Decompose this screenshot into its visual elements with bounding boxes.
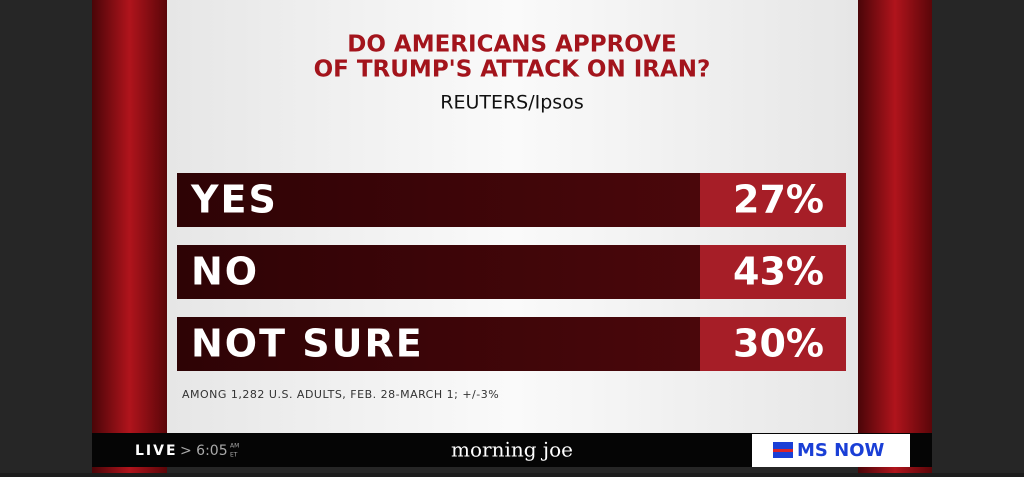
value-box	[700, 245, 846, 299]
value-box	[700, 173, 846, 227]
time-et: ET	[230, 452, 238, 459]
rows: YES 27% NO 43% NOT SURE 30%	[177, 173, 846, 371]
row-bar	[177, 173, 700, 227]
row-value: 30%	[733, 322, 824, 366]
time: > 6:05	[180, 443, 228, 459]
source: REUTERS/Ipsos	[440, 92, 583, 114]
row-bar	[177, 245, 700, 299]
live-label: LIVE	[135, 443, 178, 459]
row-label: NO	[191, 250, 259, 294]
network-logo-stripe	[773, 449, 793, 452]
title-line: OF TRUMP'S ATTACK ON IRAN?	[314, 57, 711, 83]
row-label: NOT SURE	[191, 322, 424, 366]
row-bar	[177, 317, 700, 371]
title-line: DO AMERICANS APPROVE	[347, 32, 677, 58]
curtain-right	[858, 0, 932, 473]
value-box	[700, 317, 846, 371]
footnote: AMONG 1,282 U.S. ADULTS, FEB. 28-MARCH 1…	[182, 388, 499, 401]
time-am: AM	[230, 443, 239, 450]
network-name: MS NOW	[797, 440, 885, 461]
row-value: 43%	[733, 250, 824, 294]
row-label: YES	[190, 178, 278, 222]
show-name: morning joe	[451, 438, 573, 462]
curtain-left	[92, 0, 167, 473]
row-value: 27%	[733, 178, 824, 222]
